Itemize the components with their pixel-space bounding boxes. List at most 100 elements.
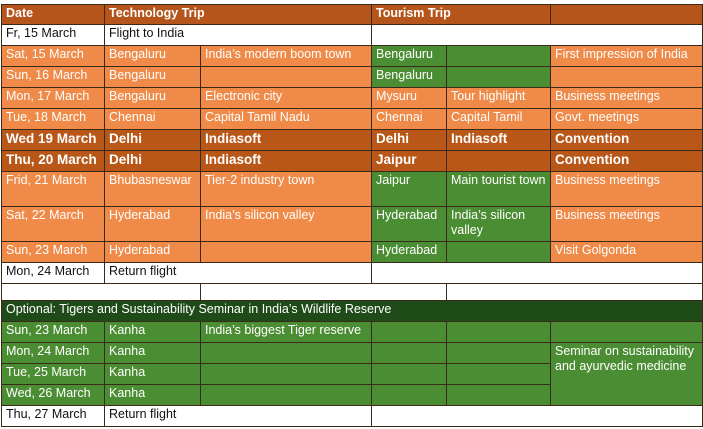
- table-row: Mon, 17 March Bengaluru Electronic city …: [1, 87, 703, 109]
- tour-note-cell: Main tourist town: [446, 171, 552, 207]
- date-cell: Wed 19 March: [1, 129, 105, 151]
- tour-city-cell: Bengaluru: [371, 66, 448, 88]
- desc-cell: [199, 384, 373, 406]
- place-cell: Kanha: [104, 384, 201, 406]
- tech-note-cell: India’s silicon valley: [199, 206, 373, 242]
- table-row: Sat, 22 March Hyderabad India’s silicon …: [1, 206, 703, 242]
- date-cell: Mon, 24 March: [1, 342, 105, 364]
- spacer-row: [1, 283, 703, 301]
- empty-cell: [371, 405, 703, 427]
- date-cell: Tue, 25 March: [1, 363, 105, 385]
- event-cell: Convention: [550, 129, 703, 151]
- date-cell: Sun, 23 March: [1, 321, 105, 343]
- event-cell: Govt. meetings: [550, 108, 703, 130]
- empty-cell: [371, 321, 448, 343]
- note-cell: Return flight: [103, 405, 373, 427]
- tour-city-cell: Mysuru: [371, 87, 448, 109]
- tour-note-cell: Capital Tamil: [446, 108, 552, 130]
- date-cell: Thu, 20 March: [1, 150, 105, 172]
- date-cell: Fr, 15 March: [1, 24, 105, 46]
- table-row: Wed 19 March Delhi Indiasoft Delhi India…: [1, 129, 703, 151]
- tech-city-cell: Chennai: [104, 108, 201, 130]
- tour-city-cell: Jaipur: [371, 150, 448, 172]
- empty-cell: [446, 384, 552, 406]
- date-cell: Thu, 27 March: [1, 405, 105, 427]
- tech-note-cell: Capital Tamil Nadu: [199, 108, 373, 130]
- header-empty: [550, 4, 703, 25]
- tech-city-cell: Hyderabad: [104, 241, 201, 263]
- empty-cell: [446, 321, 552, 343]
- table-row: Fr, 15 March Flight to India: [1, 24, 703, 46]
- table-row: Wed, 26 March Kanha: [1, 384, 703, 406]
- date-cell: Tue, 18 March: [1, 108, 105, 130]
- tech-city-cell: Delhi: [104, 150, 201, 172]
- table-row: Thu, 20 March Delhi Indiasoft Jaipur Con…: [1, 150, 703, 172]
- empty-cell: [199, 283, 448, 301]
- desc-cell: [199, 342, 373, 364]
- tour-note-cell: Tour highlight: [446, 87, 552, 109]
- event-cell: Business meetings: [550, 171, 703, 207]
- tech-note-cell: Electronic city: [199, 87, 373, 109]
- table-row: Tue, 18 March Chennai Capital Tamil Nadu…: [1, 108, 703, 130]
- empty-cell: [371, 24, 703, 46]
- table-row: Mon, 24 March Return flight: [1, 262, 703, 284]
- table-row: Tue, 25 March Kanha: [1, 363, 703, 385]
- empty-cell: [1, 283, 201, 301]
- table-row: Sun, 16 March Bengaluru Bengaluru: [1, 66, 703, 88]
- empty-cell: [446, 342, 552, 364]
- event-cell: Visit Golgonda: [550, 241, 703, 263]
- place-cell: Kanha: [104, 363, 201, 385]
- tech-city-cell: Bengaluru: [104, 45, 201, 67]
- tech-city-cell: Bengaluru: [104, 87, 201, 109]
- event-cell: First impression of India: [550, 45, 703, 67]
- tour-city-cell: Chennai: [371, 108, 448, 130]
- empty-cell: [371, 363, 448, 385]
- table-row: Mon, 24 March Kanha Seminar on sustainab…: [1, 342, 703, 406]
- table-row: Sun, 23 March Hyderabad Hyderabad Visit …: [1, 241, 703, 263]
- header-tourism-trip: Tourism Trip: [371, 4, 552, 25]
- date-cell: Mon, 17 March: [1, 87, 105, 109]
- empty-cell: [371, 262, 703, 284]
- tour-city-cell: Hyderabad: [371, 241, 448, 263]
- event-cell: Business meetings: [550, 87, 703, 109]
- place-cell: Kanha: [104, 321, 201, 343]
- tour-note-cell: [446, 66, 552, 88]
- tour-city-cell: Jaipur: [371, 171, 448, 207]
- date-cell: Sat, 15 March: [1, 45, 105, 67]
- header-date: Date: [1, 4, 105, 25]
- note-cell: Return flight: [103, 262, 373, 284]
- empty-cell: [550, 321, 703, 343]
- tech-city-cell: Bengaluru: [104, 66, 201, 88]
- optional-title: Optional: Tigers and Sustainability Semi…: [0, 300, 703, 322]
- tech-note-cell: Tier-2 industry town: [199, 171, 373, 207]
- empty-cell: [446, 283, 703, 301]
- date-cell: Sat, 22 March: [1, 206, 105, 242]
- tech-city-cell: Delhi: [104, 129, 201, 151]
- table-row: Thu, 27 March Return flight: [1, 405, 703, 427]
- tour-note-cell: [446, 45, 552, 67]
- event-cell: Convention: [550, 150, 703, 172]
- seminar-cell: Seminar on sustainability and ayurvedic …: [550, 342, 703, 406]
- header-technology-trip: Technology Trip: [103, 4, 373, 25]
- tour-note-cell: Indiasoft: [446, 129, 552, 151]
- date-cell: Frid, 21 March: [1, 171, 105, 207]
- table-row: Sun, 23 March Kanha India’s biggest Tige…: [1, 321, 703, 343]
- header-row: Date Technology Trip Tourism Trip: [1, 4, 703, 25]
- tech-city-cell: Bhubasneswar: [104, 171, 201, 207]
- desc-cell: [199, 363, 373, 385]
- tech-note-cell: [199, 66, 373, 88]
- tech-note-cell: Indiasoft: [199, 129, 373, 151]
- date-cell: Sun, 23 March: [1, 241, 105, 263]
- tech-note-cell: Indiasoft: [199, 150, 373, 172]
- tour-city-cell: Delhi: [371, 129, 448, 151]
- optional-title-row: Optional: Tigers and Sustainability Semi…: [0, 300, 703, 322]
- desc-cell: India’s biggest Tiger reserve: [199, 321, 373, 343]
- tour-note-cell: [446, 150, 552, 172]
- date-cell: Wed, 26 March: [1, 384, 105, 406]
- date-cell: Mon, 24 March: [1, 262, 105, 284]
- date-cell: Sun, 16 March: [1, 66, 105, 88]
- tour-city-cell: Bengaluru: [371, 45, 448, 67]
- event-cell: Business meetings: [550, 206, 703, 242]
- note-cell: Flight to India: [103, 24, 373, 46]
